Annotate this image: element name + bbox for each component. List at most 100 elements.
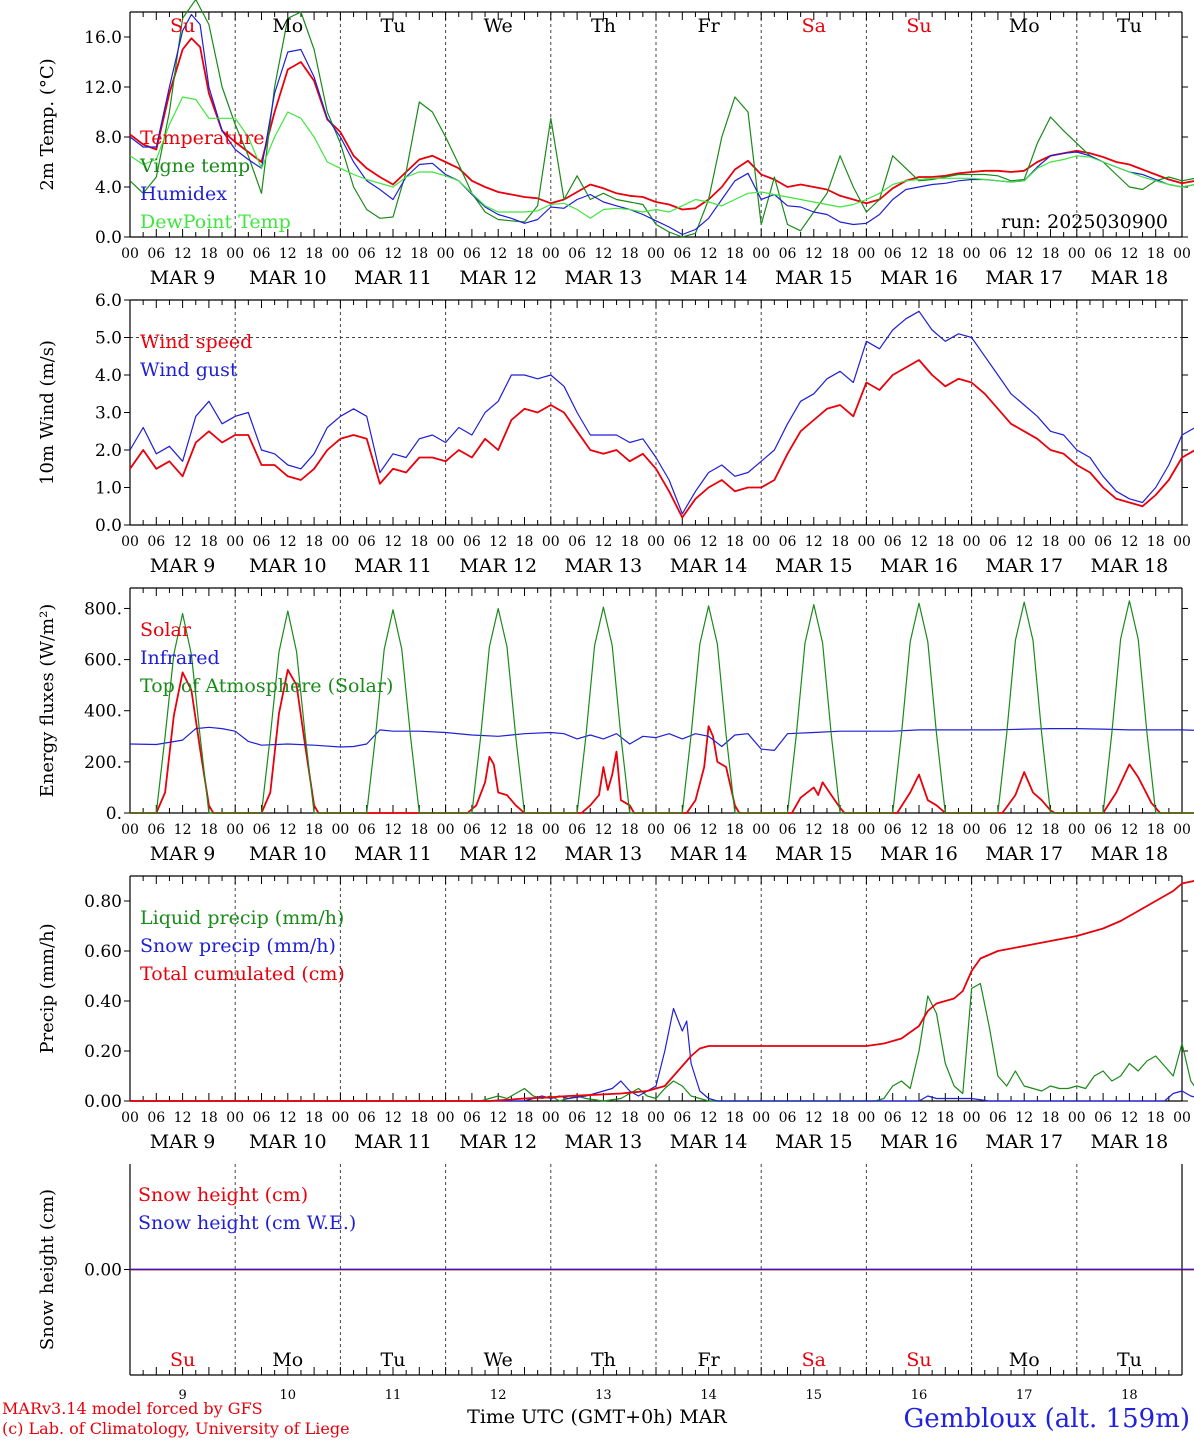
- hour-label: 00: [1173, 822, 1191, 838]
- hour-label: 12: [489, 822, 507, 838]
- hour-label: 18: [1147, 1110, 1165, 1126]
- date-label: MAR 18: [1091, 1131, 1169, 1153]
- hour-label: 18: [305, 246, 323, 262]
- hour-label: 12: [805, 534, 823, 550]
- legend-entry: Humidex: [140, 183, 227, 205]
- hour-label: 00: [331, 246, 349, 262]
- date-label: MAR 10: [249, 843, 327, 865]
- hour-label: 18: [1042, 822, 1060, 838]
- hour-label: 18: [1147, 822, 1165, 838]
- date-label: MAR 13: [565, 267, 643, 289]
- legend-entry: Snow height (cm): [138, 1184, 308, 1206]
- y-tick-label: 0.40: [84, 992, 122, 1012]
- hour-label: 18: [305, 534, 323, 550]
- weekday-label: Fr: [697, 15, 720, 37]
- date-label: MAR 12: [459, 843, 537, 865]
- y-tick-label: 600.: [84, 651, 122, 671]
- hour-label: 00: [963, 822, 981, 838]
- hour-label: 12: [805, 246, 823, 262]
- hour-label: 12: [384, 246, 402, 262]
- hour-label: 18: [726, 246, 744, 262]
- date-label: MAR 13: [565, 843, 643, 865]
- hour-label: 00: [437, 822, 455, 838]
- hour-label: 00: [1173, 1110, 1191, 1126]
- hour-label: 18: [726, 822, 744, 838]
- hour-label: 18: [936, 246, 954, 262]
- weekday-label: Mo: [1009, 1349, 1040, 1371]
- hour-label: 00: [437, 1110, 455, 1126]
- date-label: MAR 16: [880, 555, 958, 577]
- series-line-3: [129, 13, 1194, 236]
- date-label: MAR 15: [775, 843, 853, 865]
- legend-entry: Vigne temp: [139, 155, 250, 177]
- date-label: MAR 17: [985, 843, 1063, 865]
- hour-label: 18: [410, 246, 428, 262]
- panel-1: 0.0 4.0 8.0 12.0 16.0 2m Temp. (°C) Temperatur…: [37, 0, 1194, 289]
- date-label: MAR 12: [459, 267, 537, 289]
- hour-label: 06: [884, 1110, 902, 1126]
- hour-label: 00: [226, 534, 244, 550]
- date-label: MAR 12: [459, 1131, 537, 1153]
- hour-label: 12: [279, 1110, 297, 1126]
- hour-label: 12: [174, 1110, 192, 1126]
- date-label: MAR 18: [1091, 843, 1169, 865]
- date-label: MAR 17: [985, 555, 1063, 577]
- day-number-label: 15: [806, 1388, 823, 1403]
- y-tick-label: 0.0: [95, 228, 122, 248]
- series-line-3: [130, 880, 1194, 1102]
- legend-entry: Snow height (cm W.E.): [138, 1212, 356, 1234]
- hour-label: 06: [253, 1110, 271, 1126]
- weekday-label: Sa: [802, 15, 826, 37]
- date-label: MAR 14: [670, 1131, 748, 1153]
- weekday-label: Fr: [697, 1349, 720, 1371]
- hour-label: 06: [779, 1110, 797, 1126]
- x-axis-month: MAR: [679, 1406, 727, 1428]
- day-number-label: 12: [490, 1388, 507, 1403]
- hour-label: 00: [542, 1110, 560, 1126]
- hour-label: 00: [226, 246, 244, 262]
- date-label: MAR 16: [880, 843, 958, 865]
- hour-label: 18: [516, 534, 534, 550]
- hour-label: 00: [437, 246, 455, 262]
- hour-label: 18: [200, 822, 218, 838]
- series-line-2: [130, 1007, 1194, 1102]
- day-number-label: 9: [178, 1388, 186, 1403]
- hour-label: 06: [989, 1110, 1007, 1126]
- hour-label: 06: [884, 534, 902, 550]
- hour-label: 12: [910, 822, 928, 838]
- date-label: MAR 14: [670, 843, 748, 865]
- date-label: MAR 10: [249, 267, 327, 289]
- date-label: MAR 10: [249, 555, 327, 577]
- hour-label: 18: [831, 246, 849, 262]
- hour-label: 06: [147, 534, 165, 550]
- date-label: MAR 14: [670, 267, 748, 289]
- hour-label: 18: [1042, 246, 1060, 262]
- day-number-label: 10: [280, 1388, 297, 1403]
- hour-label: 00: [857, 246, 875, 262]
- y-axis-label: Energy fluxes (W/m²): [37, 604, 58, 798]
- hour-label: 18: [831, 1110, 849, 1126]
- hour-label: 06: [1094, 822, 1112, 838]
- hour-label: 00: [226, 1110, 244, 1126]
- y-tick-label: 0.: [106, 804, 122, 824]
- hour-label: 12: [279, 534, 297, 550]
- hour-label: 18: [516, 246, 534, 262]
- hour-label: 06: [463, 1110, 481, 1126]
- hour-label: 12: [594, 534, 612, 550]
- hour-label: 00: [752, 534, 770, 550]
- series-line-3: [130, 600, 1194, 814]
- credit-line-1: MARv3.14 model forced by GFS: [2, 1399, 263, 1418]
- weekday-label: Tu: [1117, 15, 1142, 37]
- date-label: MAR 13: [565, 1131, 643, 1153]
- hour-label: 06: [253, 534, 271, 550]
- legend-entry: Total cumulated (cm): [140, 963, 345, 985]
- series-line-4: [129, 96, 1194, 219]
- y-axis-label: Snow height (cm): [37, 1189, 58, 1350]
- hour-label: 18: [1147, 246, 1165, 262]
- date-label: MAR 9: [150, 1131, 216, 1153]
- hour-label: 18: [1042, 1110, 1060, 1126]
- hour-label: 00: [963, 246, 981, 262]
- hour-label: 00: [647, 1110, 665, 1126]
- hour-label: 06: [568, 534, 586, 550]
- hour-label: 18: [621, 534, 639, 550]
